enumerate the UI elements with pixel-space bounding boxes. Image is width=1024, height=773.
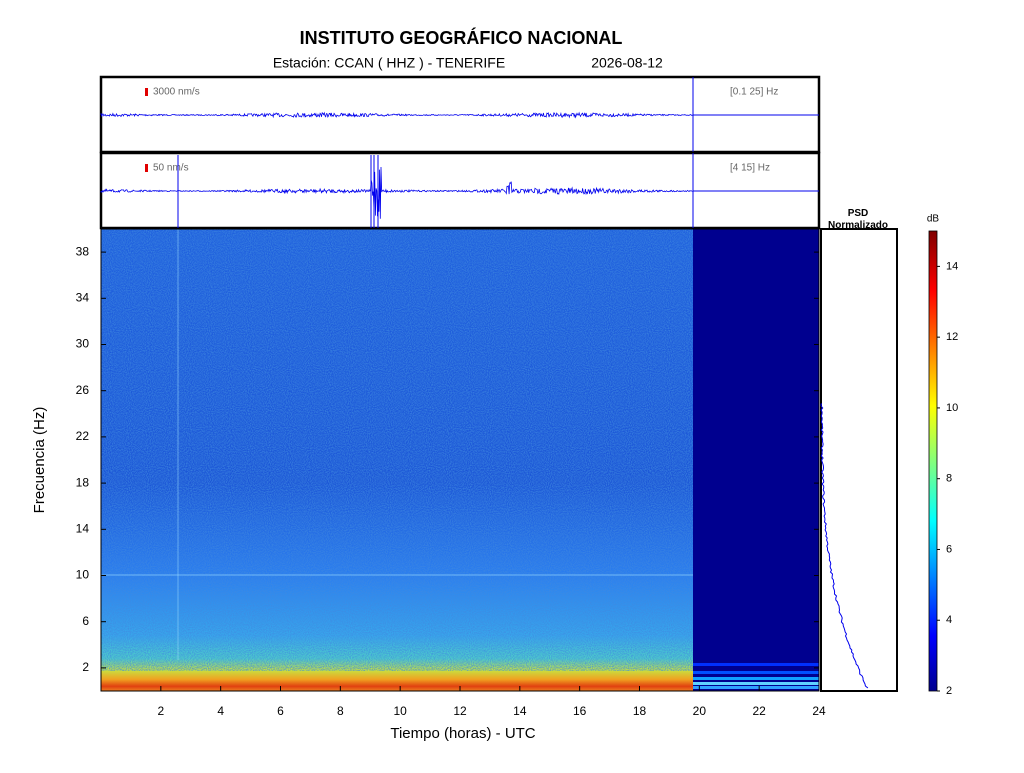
band [693, 671, 819, 674]
y-tick-label: 10 [76, 568, 90, 582]
y-tick-label: 14 [76, 521, 90, 535]
waveform [100, 166, 693, 219]
band [693, 677, 819, 680]
y-axis-label: Frecuencia (Hz) [31, 407, 48, 514]
x-tick-label: 18 [633, 704, 647, 718]
x-tick-label: 14 [513, 704, 527, 718]
subtitle: Estación: CCAN ( HHZ ) - TENERIFE [273, 55, 505, 71]
scale-bar [145, 88, 148, 96]
psd-curve [820, 403, 869, 689]
filter-label: [0.1 25] Hz [730, 87, 778, 98]
colorbar [928, 230, 938, 692]
waveform [100, 111, 693, 119]
y-tick-label: 38 [76, 244, 90, 258]
colorbar-tick-label: 8 [946, 473, 952, 485]
y-tick-label: 26 [76, 383, 90, 397]
x-tick-label: 2 [157, 704, 164, 718]
x-axis-label: Tiempo (horas) - UTC [390, 725, 535, 742]
colorbar-label: dB [927, 214, 940, 225]
colorbar-tick-label: 12 [946, 331, 958, 343]
colorbar-tick-label: 2 [946, 685, 952, 697]
colorbar-tick-label: 14 [946, 260, 958, 272]
x-tick-label: 12 [453, 704, 467, 718]
scale-label: 3000 nm/s [153, 87, 200, 98]
x-tick-label: 24 [812, 704, 826, 718]
spectrogram-noise [101, 229, 693, 671]
x-tick-label: 20 [693, 704, 707, 718]
band [693, 686, 819, 689]
scale-bar [145, 164, 148, 172]
y-tick-label: 2 [82, 660, 89, 674]
filter-label: [4 15] Hz [730, 163, 770, 174]
no-data-region [693, 229, 819, 691]
x-tick-label: 4 [217, 704, 224, 718]
y-tick-label: 22 [76, 429, 90, 443]
colorbar-tick-label: 6 [946, 543, 952, 555]
psd-title: PSD Normalizado [828, 208, 888, 231]
date: 2026-08-12 [591, 55, 663, 71]
y-tick-label: 30 [76, 337, 90, 351]
band [693, 663, 819, 666]
psd-panel [820, 228, 898, 692]
title: INSTITUTO GEOGRÁFICO NACIONAL [300, 27, 623, 48]
x-tick-label: 8 [337, 704, 344, 718]
y-tick-label: 34 [76, 290, 90, 304]
colorbar-tick-label: 4 [946, 614, 952, 626]
y-tick-label: 18 [76, 475, 90, 489]
x-tick-label: 22 [752, 704, 766, 718]
x-tick-label: 16 [573, 704, 587, 718]
x-tick-label: 10 [393, 704, 407, 718]
colorbar-tick-label: 10 [946, 402, 958, 414]
y-tick-label: 6 [82, 614, 89, 628]
band [693, 682, 819, 685]
x-tick-label: 6 [277, 704, 284, 718]
scale-label: 50 nm/s [153, 163, 189, 174]
